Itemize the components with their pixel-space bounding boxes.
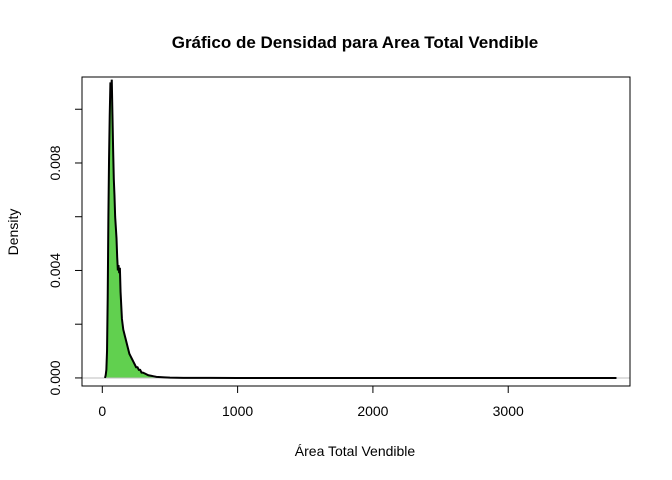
chart-title: Gráfico de Densidad para Area Total Vend…	[172, 33, 539, 52]
density-curve-line	[104, 79, 617, 379]
density-fill-area	[105, 79, 617, 378]
x-axis: 0 1000 2000 3000	[98, 385, 524, 419]
y-tick-label: 0.008	[47, 145, 63, 180]
y-axis-label: Density	[5, 209, 21, 256]
plot-area	[82, 79, 630, 379]
x-tick-label: 3000	[493, 403, 524, 419]
plot-frame	[81, 76, 631, 387]
x-axis-label: Área Total Vendible	[295, 443, 416, 459]
x-tick-label: 1000	[222, 403, 253, 419]
x-tick-label: 0	[98, 403, 106, 419]
y-tick-label: 0.000	[47, 360, 63, 395]
x-tick-label: 2000	[357, 403, 388, 419]
y-tick-label: 0.004	[47, 253, 63, 288]
y-axis: 0.000 0.004 0.008	[47, 108, 83, 395]
